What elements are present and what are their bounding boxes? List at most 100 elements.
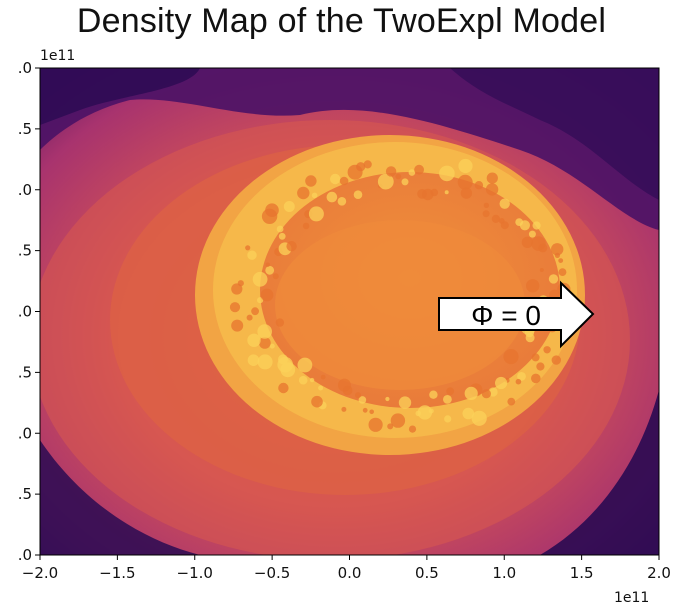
shell-texture-blob <box>417 405 433 420</box>
chart-title: Density Map of the TwoExpl Model <box>76 2 607 40</box>
shell-texture-blob <box>385 396 390 402</box>
y-tick-label: .5 <box>18 363 32 381</box>
shell-texture-blob <box>439 165 455 182</box>
shell-texture-blob <box>257 324 273 339</box>
shell-texture-blob <box>539 268 544 272</box>
shell-texture-blob <box>257 354 273 370</box>
shell-texture-blob <box>368 417 383 432</box>
shell-texture-blob <box>369 409 375 415</box>
shell-texture-blob <box>283 201 295 212</box>
shell-texture-blob <box>482 210 490 218</box>
shell-texture-blob <box>398 396 412 409</box>
shell-texture-blob <box>311 395 323 408</box>
shell-texture-blob <box>414 164 424 175</box>
shell-texture-blob <box>503 349 519 365</box>
y-tick-label: .0 <box>18 59 32 77</box>
shell-texture-blob <box>278 382 289 394</box>
y-tick-label: .0 <box>18 546 32 564</box>
shell-texture-blob <box>385 166 397 177</box>
shell-texture-blob <box>318 385 324 391</box>
shell-texture-blob <box>353 190 363 199</box>
shell-texture-blob <box>462 407 475 420</box>
shell-texture-blob <box>390 413 406 428</box>
shell-texture-blob <box>363 160 372 169</box>
shell-texture-blob <box>458 158 473 174</box>
shell-texture-blob <box>543 346 551 354</box>
shell-texture-blob <box>247 354 260 367</box>
shell-texture-blob <box>408 169 416 176</box>
x-tick-label: 1.0 <box>492 564 516 582</box>
shell-texture-blob <box>356 162 366 172</box>
shell-texture-blob <box>286 241 297 252</box>
y-tick-label: .5 <box>18 120 32 138</box>
shell-texture-blob <box>355 392 361 399</box>
shell-texture-blob <box>272 273 279 280</box>
y-axis: .0 .5 .0 .5 .0 .5 .0 .5 .0 <box>18 59 40 564</box>
shell-texture-blob <box>457 174 473 190</box>
x-tick-label: 0.0 <box>338 564 362 582</box>
shell-texture-blob <box>320 374 326 380</box>
shell-texture-blob <box>302 222 310 230</box>
shell-texture-blob <box>309 377 315 383</box>
shell-texture-blob <box>311 192 318 199</box>
shell-texture-blob <box>486 172 498 184</box>
y-tick-label: .5 <box>18 485 32 503</box>
shell-texture-blob <box>554 252 561 258</box>
shell-texture-blob <box>305 175 317 187</box>
shell-texture-blob <box>339 176 349 186</box>
shell-texture-blob <box>444 415 452 423</box>
shell-texture-blob <box>247 250 257 260</box>
shell-texture-blob <box>443 395 452 404</box>
shell-texture-blob <box>308 206 324 222</box>
shell-texture-blob <box>341 406 347 412</box>
shell-texture-blob <box>265 265 275 275</box>
shell-texture-blob <box>528 230 536 238</box>
shell-texture-blob <box>474 181 484 190</box>
shell-texture-blob <box>538 243 548 253</box>
shell-texture-blob <box>265 203 279 217</box>
shell-texture-blob <box>337 378 351 392</box>
shell-texture-blob <box>415 410 422 417</box>
shell-texture-blob <box>265 262 270 267</box>
shell-texture-blob <box>297 357 313 373</box>
x-tick-label: −1.0 <box>177 564 213 582</box>
shell-texture-blob <box>481 389 491 399</box>
shell-texture-blob <box>536 362 545 371</box>
shell-texture-blob <box>269 343 275 349</box>
shell-texture-blob <box>326 191 338 203</box>
shell-texture-blob <box>430 188 439 197</box>
shell-texture-blob <box>258 337 271 349</box>
shell-texture-blob <box>257 297 264 304</box>
shell-texture-blob <box>246 314 253 321</box>
shell-texture-blob <box>245 245 251 251</box>
shell-texture-blob <box>298 375 308 385</box>
shell-texture-blob <box>507 397 516 406</box>
shell-texture-blob <box>551 355 561 365</box>
shell-texture-blob <box>483 202 490 208</box>
y-offset-label: 1e11 <box>40 48 75 64</box>
shell-texture-blob <box>495 376 508 390</box>
shell-texture-blob <box>231 283 243 295</box>
y-tick-label: .0 <box>18 424 32 442</box>
shell-texture-blob <box>252 271 268 287</box>
x-tick-label: −1.5 <box>99 564 135 582</box>
shell-texture-blob <box>251 307 259 316</box>
shell-texture-blob <box>517 372 526 381</box>
shell-texture-blob <box>237 280 244 287</box>
y-tick-label: .0 <box>18 303 32 321</box>
shell-texture-blob <box>526 279 540 293</box>
x-tick-label: −2.0 <box>22 564 58 582</box>
x-axis: −2.0 −1.5 −1.0 −0.5 0.0 0.5 1.0 1.5 2.0 <box>22 555 671 582</box>
shell-texture-blob <box>491 214 500 223</box>
shell-texture-blob <box>500 221 509 230</box>
shell-texture-blob <box>485 183 499 196</box>
x-offset-label: 1e11 <box>614 590 649 604</box>
shell-texture-blob <box>499 198 510 209</box>
shell-texture-blob <box>362 407 368 413</box>
shell-texture-blob <box>471 410 487 426</box>
phi-arrow-annotation: Φ = 0 <box>438 280 595 349</box>
x-tick-label: 2.0 <box>647 564 671 582</box>
shell-texture-blob <box>387 423 394 430</box>
shell-texture-blob <box>330 173 341 185</box>
